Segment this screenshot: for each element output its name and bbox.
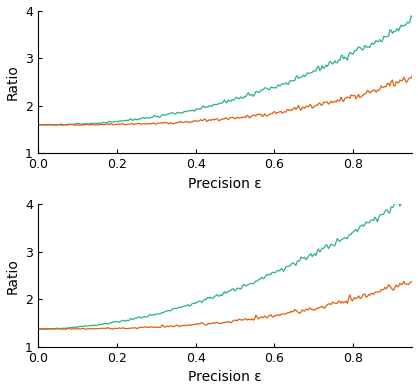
Y-axis label: Ratio: Ratio xyxy=(5,258,20,294)
Y-axis label: Ratio: Ratio xyxy=(5,64,20,100)
X-axis label: Precision ε: Precision ε xyxy=(188,370,262,385)
X-axis label: Precision ε: Precision ε xyxy=(188,177,262,191)
